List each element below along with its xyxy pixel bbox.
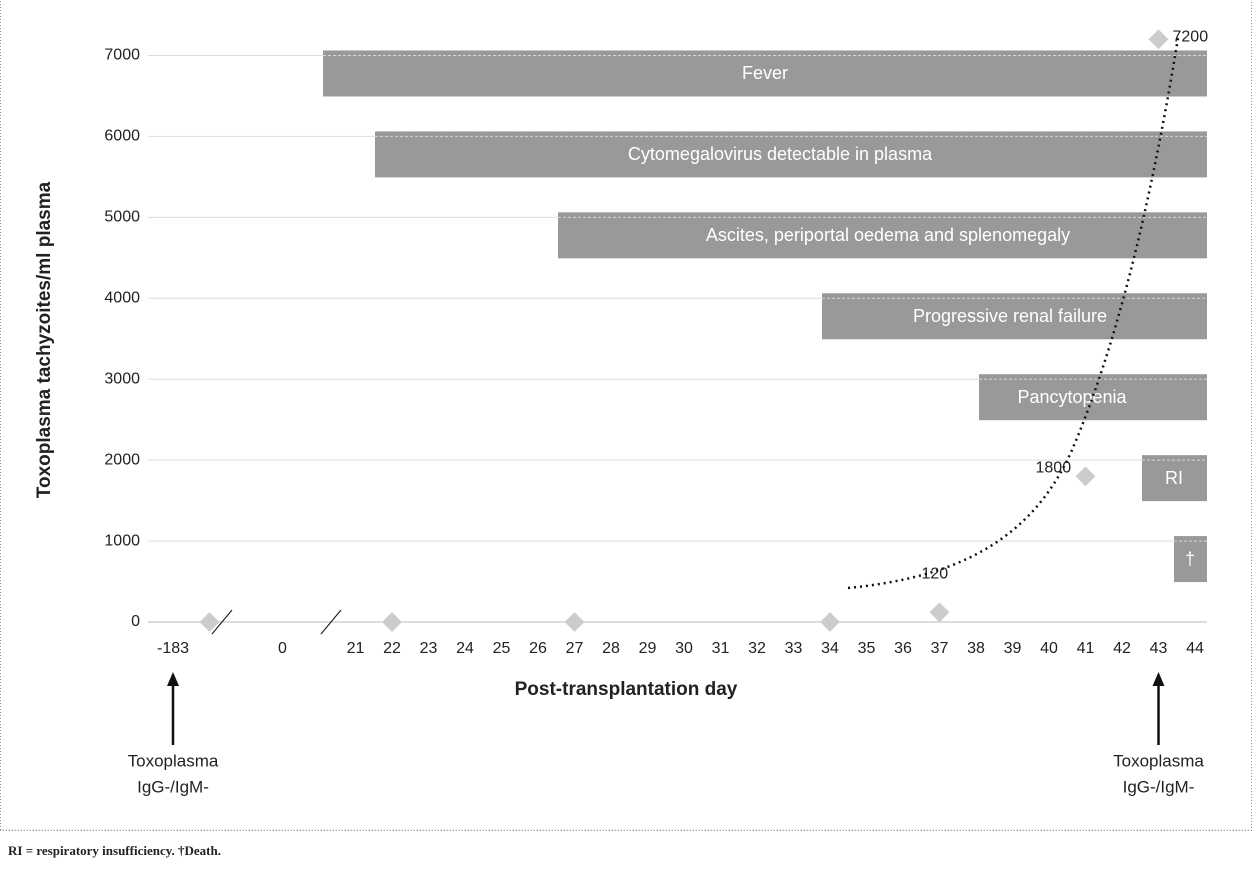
event-label: Cytomegalovirus detectable in plasma [628,144,933,164]
event-bar [323,50,1207,97]
arrow-head [1152,672,1165,686]
data-point [929,602,950,623]
event-bar [375,131,1207,178]
x-tick-label: 37 [931,640,949,657]
event-label: † [1185,549,1195,569]
annotation: IgG-/IgM- [1123,777,1195,796]
event-bar [558,212,1207,259]
data-point [1075,466,1096,487]
x-tick-label: 39 [1004,640,1022,657]
x-tick-label: 32 [748,640,766,657]
plot: 0 1000 2000 3000 4000 5000 6000 7000 Fever Cytome… [104,28,1208,796]
x-tick-label: -183 [157,640,189,657]
y-tick-label: 3000 [104,370,140,387]
data-point [1148,29,1169,50]
y-tick-label: 5000 [104,209,140,226]
x-tick-label: 25 [493,640,511,657]
x-tick-label: 26 [529,640,547,657]
arrow-head [167,672,179,686]
data-point [820,612,840,632]
event-bar [822,293,1207,340]
y-tick-label: 6000 [104,128,140,145]
x-tick-label: 42 [1113,640,1131,657]
x-tick-label: 29 [639,640,657,657]
x-tick-label: 35 [858,640,876,657]
x-tick-label: 31 [712,640,730,657]
x-tick-label: 30 [675,640,693,657]
data-point [382,612,402,632]
event-label: Pancytopenia [1017,387,1127,407]
y-tick-label: 1000 [104,532,140,549]
axis-break [320,609,342,635]
data-label: 120 [922,566,949,583]
event-label: Progressive renal failure [913,306,1107,326]
data-point [564,612,585,632]
x-tick-label: 40 [1040,640,1058,657]
annotation: Toxoplasma [1113,751,1204,770]
data-label: 1800 [1036,460,1072,477]
footnote: RI = respiratory insufficiency. †Death. [8,843,221,858]
y-tick-label: 0 [131,613,140,630]
y-tick-label: 2000 [104,451,140,468]
x-tick-label: 27 [566,640,584,657]
event-label: RI [1165,468,1183,488]
data-label: 7200 [1173,28,1209,45]
x-tick-label: 21 [347,640,365,657]
x-tick-label: 38 [967,640,985,657]
x-tick-label: 44 [1186,640,1204,657]
x-tick-label: 22 [383,640,401,657]
event-bar [1174,536,1207,583]
axis-break [211,609,233,635]
x-tick-label: 24 [456,640,474,657]
y-tick-label: 7000 [104,47,140,64]
x-tick-label: 33 [785,640,803,657]
x-tick-label: 36 [894,640,912,657]
y-tick-label: 4000 [104,289,140,306]
annotation: IgG-/IgM- [137,777,209,796]
x-tick-label: 43 [1150,640,1168,657]
x-tick-label: 34 [821,640,839,657]
x-axis-title: Post-transplantation day [515,679,738,700]
x-tick-label: 23 [420,640,438,657]
event-label: Fever [742,63,788,83]
event-bar [979,374,1207,421]
event-label: Ascites, periportal oedema and splenomeg… [706,225,1070,245]
x-tick-label: 28 [602,640,620,657]
x-tick-label: 41 [1077,640,1095,657]
x-tick-label: 0 [278,640,287,657]
y-axis-title: Toxoplasma tachyzoites/ml plasma [34,181,55,498]
trend-line [847,37,1180,590]
event-bar [1142,455,1207,502]
annotation: Toxoplasma [128,751,219,770]
